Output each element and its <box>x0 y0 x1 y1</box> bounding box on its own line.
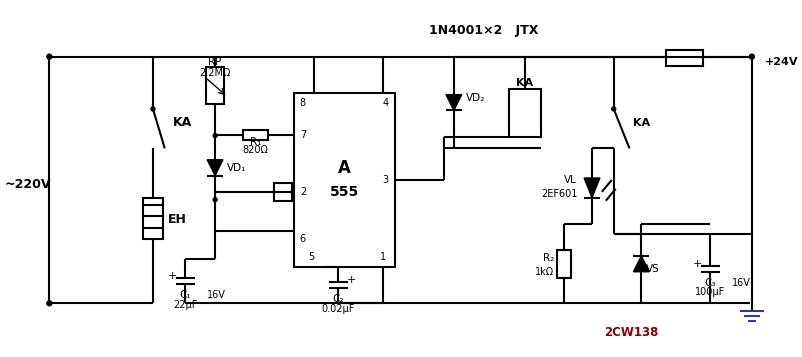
Text: +: + <box>693 259 703 269</box>
Text: VL: VL <box>565 175 577 185</box>
Text: KA: KA <box>633 118 650 128</box>
Text: R₁: R₁ <box>250 137 261 147</box>
Text: C₂: C₂ <box>333 294 344 304</box>
Text: 2.2MΩ: 2.2MΩ <box>200 69 231 79</box>
Text: 3: 3 <box>383 175 389 185</box>
Text: +: + <box>168 271 177 281</box>
Text: +24V: +24V <box>764 56 798 67</box>
Text: 2: 2 <box>300 187 306 197</box>
Text: 22μF: 22μF <box>173 300 197 310</box>
Polygon shape <box>634 256 649 272</box>
Text: ~220V: ~220V <box>4 178 51 191</box>
Polygon shape <box>207 160 223 176</box>
Text: 8: 8 <box>300 98 306 108</box>
Circle shape <box>612 107 616 111</box>
Text: 1kΩ: 1kΩ <box>536 267 554 277</box>
Text: R₂: R₂ <box>543 253 554 263</box>
Text: 820Ω: 820Ω <box>243 145 269 155</box>
Bar <box>666 50 703 66</box>
Text: C₁: C₁ <box>180 290 192 300</box>
Text: 16V: 16V <box>732 278 751 288</box>
Text: C₃: C₃ <box>705 278 716 288</box>
Text: 6: 6 <box>300 234 306 244</box>
Text: KA: KA <box>516 78 533 88</box>
Polygon shape <box>446 95 462 110</box>
Circle shape <box>749 54 755 59</box>
Bar <box>509 89 541 137</box>
Bar <box>557 250 571 278</box>
Text: A: A <box>338 159 350 177</box>
Bar <box>206 66 224 104</box>
Circle shape <box>151 107 155 111</box>
Text: VD₁: VD₁ <box>227 163 246 173</box>
Circle shape <box>213 198 217 202</box>
Bar <box>274 183 292 201</box>
Text: 5: 5 <box>309 252 315 262</box>
Text: 4: 4 <box>383 98 389 108</box>
Text: VS: VS <box>646 264 660 274</box>
Text: RP: RP <box>209 56 222 67</box>
Text: +: + <box>346 275 356 285</box>
Text: 555: 555 <box>330 185 359 199</box>
Text: 0.02μF: 0.02μF <box>322 304 355 314</box>
Text: 100μF: 100μF <box>695 287 726 297</box>
Text: KA: KA <box>173 116 192 129</box>
Circle shape <box>213 134 217 137</box>
Bar <box>143 198 163 239</box>
Text: 1N4001×2   JTX: 1N4001×2 JTX <box>429 24 538 36</box>
Circle shape <box>47 301 52 306</box>
Polygon shape <box>584 178 600 198</box>
Bar <box>243 130 268 140</box>
Circle shape <box>47 54 52 59</box>
Text: 7: 7 <box>300 130 306 140</box>
Text: VD₂: VD₂ <box>466 92 485 102</box>
Text: EH: EH <box>168 213 187 226</box>
Bar <box>294 93 395 267</box>
Text: 2EF601: 2EF601 <box>541 189 577 199</box>
Text: 2CW138: 2CW138 <box>604 326 658 340</box>
Text: 1: 1 <box>380 252 386 262</box>
Text: 16V: 16V <box>207 290 226 300</box>
